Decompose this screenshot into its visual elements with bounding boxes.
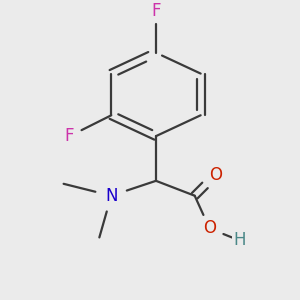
- Text: F: F: [151, 2, 161, 20]
- Text: O: O: [209, 166, 222, 184]
- Text: F: F: [65, 127, 74, 145]
- Text: N: N: [105, 187, 118, 205]
- Text: H: H: [233, 231, 246, 249]
- Text: O: O: [203, 220, 216, 238]
